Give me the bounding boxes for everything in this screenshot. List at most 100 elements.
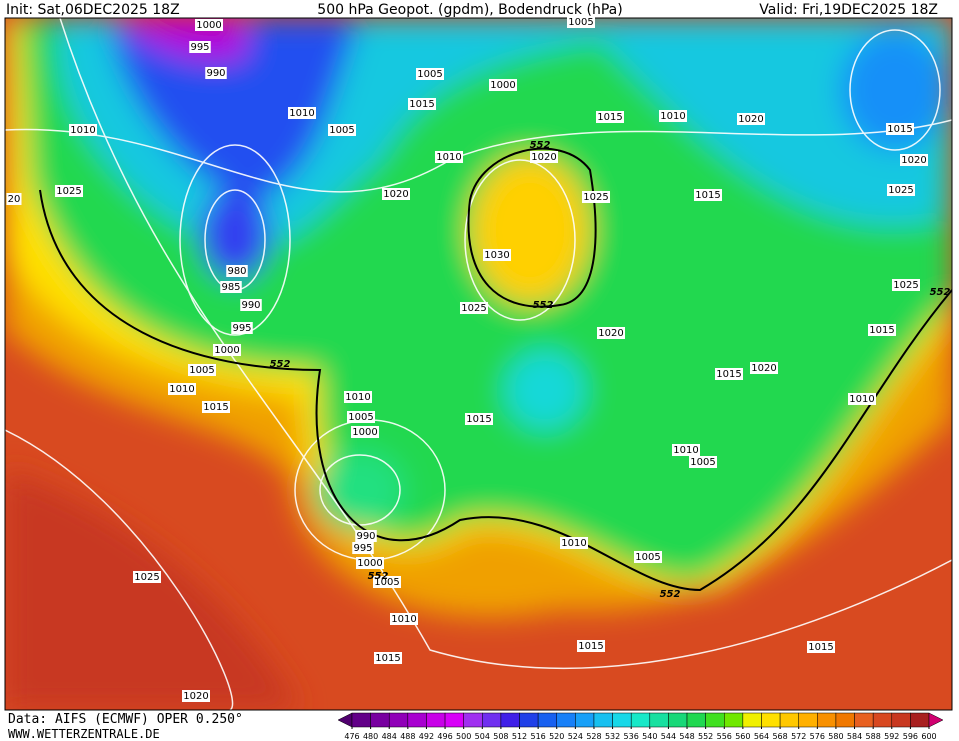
isobar-label: 1005	[568, 17, 593, 28]
label-box	[69, 124, 97, 136]
colorbar-label: 476	[344, 732, 359, 741]
isobar-label: 1010	[70, 125, 95, 136]
colorbar-box	[872, 712, 893, 728]
label-box	[231, 322, 253, 334]
contour-label: 552	[930, 287, 951, 298]
isobar-label: 1000	[214, 345, 239, 356]
colorbar-label: 548	[679, 732, 694, 741]
isobar-label: 1020	[901, 155, 926, 166]
label-box	[352, 542, 374, 554]
colorbar: 476 480 484 488 492 496 500 504 508 512 516 520 524 5…	[337, 712, 944, 741]
isobar-label: 1015	[597, 112, 622, 123]
isobar-label: 1010	[169, 384, 194, 395]
label-box	[355, 530, 377, 542]
label-box	[240, 299, 262, 311]
isobar-label: 1025	[888, 185, 913, 196]
colorbar-box	[444, 712, 464, 728]
label-box	[213, 344, 241, 356]
colorbar-box	[388, 712, 409, 728]
colorbar-label: 576	[810, 732, 825, 741]
colorbar-box	[612, 712, 632, 728]
contour-label: 552	[533, 300, 554, 311]
isobar-label: 1010	[660, 111, 685, 122]
label-box	[347, 411, 375, 423]
colorbar-label: 524	[568, 732, 583, 741]
label-box	[416, 68, 444, 80]
label-box	[182, 690, 210, 702]
init-time: Init: Sat,06DEC2025 18Z	[6, 2, 180, 18]
isobar-label: 1015	[203, 402, 228, 413]
colorbar-box	[798, 712, 818, 728]
label-box	[351, 426, 379, 438]
colorbar-label: 596	[903, 732, 918, 741]
isobar-label: 1005	[690, 457, 715, 468]
map-title: 500 hPa Geopot. (gpdm), Bodendruck (hPa)	[317, 2, 622, 18]
colorbar-box	[761, 712, 781, 728]
colorbar-label: 600	[921, 732, 936, 741]
isobar-label: 1000	[490, 80, 515, 91]
isobar-label: 1015	[466, 414, 491, 425]
colorbar-label: 580	[828, 732, 843, 741]
isobar-label: 1025	[583, 192, 608, 203]
isobar-label: 1005	[329, 125, 354, 136]
label-box	[328, 124, 356, 136]
colorbar-box	[835, 712, 855, 728]
colorbar-box	[426, 712, 446, 728]
label-box	[205, 67, 227, 79]
colorbar-box	[556, 712, 576, 728]
isobar-label: 1005	[374, 577, 399, 588]
isobar-label: 1020	[183, 691, 208, 702]
colorbar-label: 508	[493, 732, 508, 741]
label-box	[567, 16, 595, 28]
colorbar-label: 480	[363, 732, 378, 741]
colorbar-label: 568	[772, 732, 787, 741]
colorbar-label: 572	[791, 732, 806, 741]
contour-label: 552	[530, 140, 551, 151]
label-box	[168, 383, 196, 395]
isobar-label: 995	[190, 42, 209, 53]
isobar-label: 995	[353, 543, 372, 554]
label-box	[6, 193, 22, 205]
contour-label: 552	[368, 571, 389, 582]
label-box	[582, 191, 610, 203]
label-box	[356, 557, 384, 569]
isobar-label: 1020	[531, 152, 556, 163]
label-box	[672, 444, 700, 456]
colorbar-box	[630, 712, 651, 728]
colorbar-label: 484	[382, 732, 397, 741]
label-box	[900, 154, 928, 166]
isobar-label: 1015	[808, 642, 833, 653]
label-box	[373, 576, 401, 588]
isobar-label: 990	[241, 300, 260, 311]
label-box	[188, 364, 216, 376]
label-box	[634, 551, 662, 563]
label-box	[460, 302, 488, 314]
label-box	[489, 79, 517, 91]
contour-label: 552	[270, 359, 291, 370]
colorbar-label: 516	[530, 732, 545, 741]
label-box	[694, 189, 722, 201]
colorbar-label: 520	[549, 732, 564, 741]
colorbar-box	[686, 712, 706, 728]
isobar-label: 1025	[134, 572, 159, 583]
isobar-label: 1010	[561, 538, 586, 549]
isobar-label: 1025	[56, 186, 81, 197]
colorbar-box	[500, 712, 520, 728]
isobar-label: 1015	[375, 653, 400, 664]
isobar-label: 1010	[673, 445, 698, 456]
label-box	[577, 640, 605, 652]
data-source: Data: AIFS (ECMWF) OPER 0.250°	[8, 712, 243, 727]
colorbar-label: 528	[586, 732, 601, 741]
label-box	[689, 456, 717, 468]
colorbar-label: 536	[624, 732, 639, 741]
colorbar-label: 556	[717, 732, 732, 741]
isobar-label: 1010	[289, 108, 314, 119]
colorbar-box	[351, 712, 371, 728]
label-box	[226, 265, 248, 277]
colorbar-box	[463, 712, 483, 728]
isobar-label: 1020	[751, 363, 776, 374]
isobar-label: 1020	[738, 114, 763, 125]
isobar-label: 1010	[345, 392, 370, 403]
colorbar-box	[482, 712, 502, 728]
